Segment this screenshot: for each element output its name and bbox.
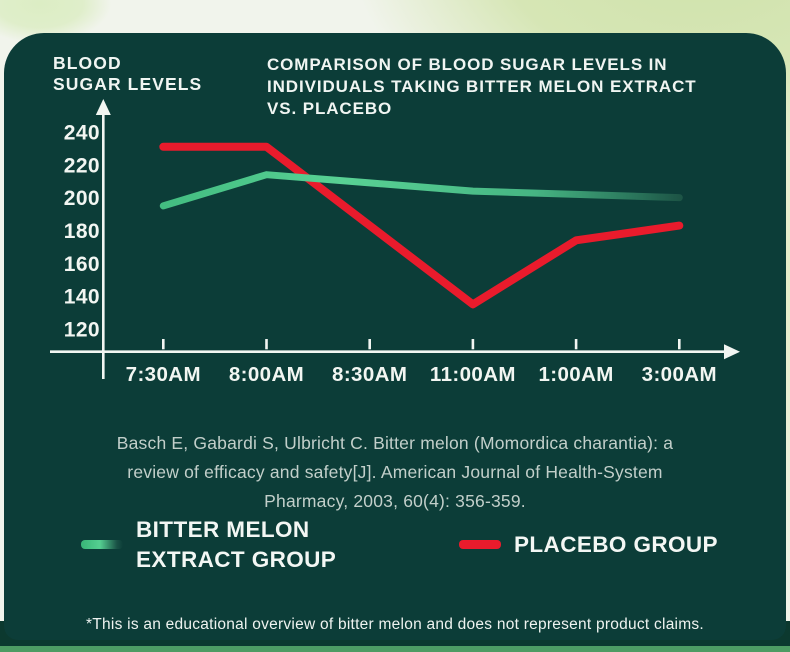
svg-text:8:00AM: 8:00AM [229,363,304,386]
svg-text:200: 200 [64,187,100,210]
svg-text:220: 220 [64,154,100,177]
legend-label-bitter-melon: BITTER MELON EXTRACT GROUP [136,516,337,572]
chart-canvas: 7:30AM 8:00AM 8:30AM 11:00AM 1:00AM 3:00AM 240… [50,99,740,386]
svg-text:11:00AM: 11:00AM [430,363,516,386]
svg-text:120: 120 [64,319,100,342]
svg-text:140: 140 [64,286,100,309]
svg-text:240: 240 [64,122,100,145]
citation-text: Basch E, Gabardi S, Ulbricht C. Bitter m… [116,433,674,512]
disclaimer-text: *This is an educational overview of bitt… [86,616,704,633]
legend-item-placebo: PLACEBO GROUP [459,514,718,575]
placebo-line-swatch-icon [459,540,501,549]
infographic-card: BLOOD SUGAR LEVELS COMPARISON OF BLOOD S… [4,33,786,640]
x-axis [50,339,740,360]
bitter-melon-line-swatch-icon [81,540,123,549]
y-axis [95,99,111,379]
svg-text:8:30AM: 8:30AM [332,363,407,386]
svg-text:7:30AM: 7:30AM [126,363,201,386]
series-line-1 [159,142,684,309]
svg-text:180: 180 [64,220,100,243]
svg-text:3:00AM: 3:00AM [642,363,717,386]
legend-item-bitter-melon: BITTER MELON EXTRACT GROUP [81,514,336,575]
legend-label-placebo: PLACEBO GROUP [514,531,718,557]
svg-text:1:00AM: 1:00AM [538,363,613,386]
bottom-accent-bar [0,646,790,652]
svg-text:160: 160 [64,253,100,276]
x-tick-labels: 7:30AM 8:00AM 8:30AM 11:00AM 1:00AM 3:00AM [126,363,717,386]
y-tick-labels: 240 220 200 180 160 140 120 [64,122,100,342]
y-axis-title: BLOOD SUGAR LEVELS [53,53,203,95]
chart-title: COMPARISON OF BLOOD SUGAR LEVELS IN INDI… [267,55,697,118]
series-line-0 [159,171,683,210]
